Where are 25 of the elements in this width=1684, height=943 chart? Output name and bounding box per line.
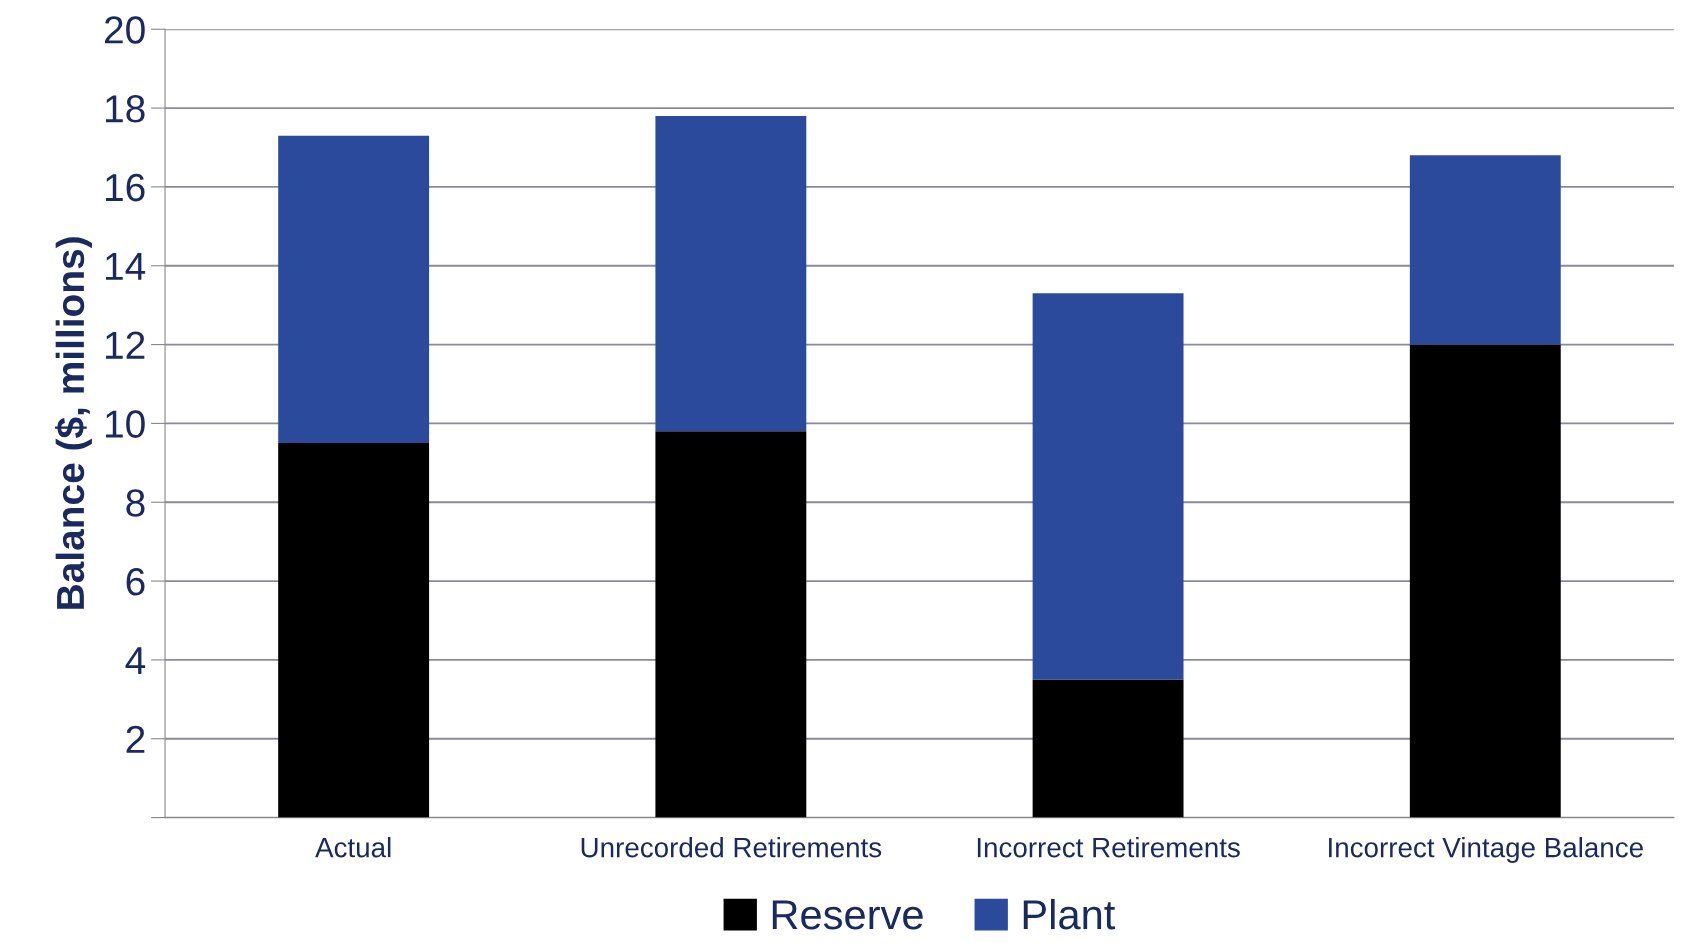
y-tick-label: 6: [126, 568, 145, 596]
bar: [655, 115, 807, 432]
y-tick-label: 18: [106, 95, 145, 123]
bar: [655, 431, 807, 818]
x-tick-label: Unrecorded Retirements: [581, 837, 882, 858]
bar: [278, 443, 430, 818]
legend-label: Reserve: [772, 900, 923, 930]
x-tick-label: Incorrect Vintage Balance: [1329, 837, 1643, 863]
x-tick-label: Incorrect Retirements: [977, 837, 1240, 858]
x-tick-label: Actual: [315, 837, 391, 858]
bar: [278, 135, 430, 444]
y-tick-label: 10: [106, 410, 145, 438]
bar: [1409, 344, 1561, 818]
y-tick-label: 14: [106, 253, 146, 280]
y-axis-title: Balance ($, millions): [54, 237, 92, 609]
y-tick-label: 8: [126, 489, 145, 517]
y-tick-label: 2: [126, 725, 145, 753]
y-tick-label: 12: [106, 331, 145, 359]
bar: [1032, 293, 1184, 680]
bar: [1032, 679, 1184, 818]
y-tick-label: 4: [125, 647, 146, 674]
bar: [1409, 155, 1561, 345]
y-tick-label: 16: [106, 173, 145, 202]
legend-label: Plant: [1023, 898, 1116, 930]
y-tick-label: 20: [104, 16, 145, 44]
